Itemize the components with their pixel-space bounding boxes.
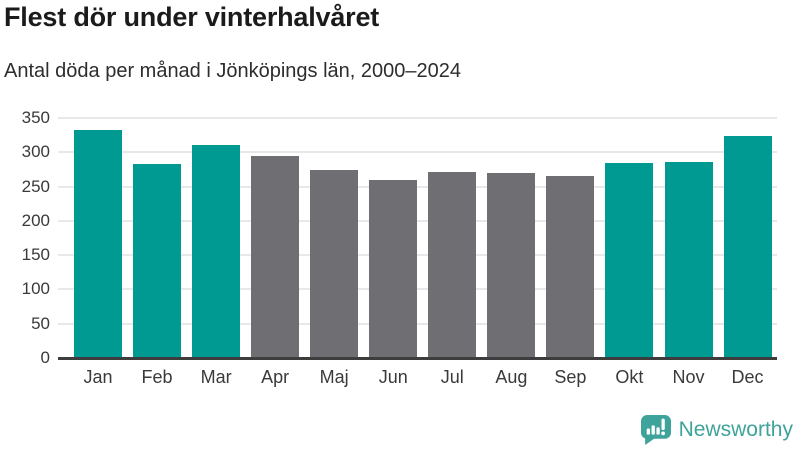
x-tick-label-aug: Aug	[495, 367, 528, 387]
newsworthy-logo[interactable]: Newsworthy	[640, 415, 793, 445]
x-tick-label-mar: Mar	[200, 367, 232, 387]
gridline-300	[58, 151, 777, 154]
bar-dec	[723, 135, 772, 357]
gridline-350	[58, 117, 777, 119]
chart-subtitle: Antal döda per månad i Jönköpings län, 2…	[4, 60, 462, 82]
y-tick-label-150: 150	[21, 245, 50, 265]
x-axis-line	[58, 357, 777, 360]
x-tick-label-maj: Maj	[319, 367, 349, 387]
gridline-100	[58, 288, 777, 291]
x-tick-label-jun: Jun	[378, 367, 408, 387]
y-tick-label-200: 200	[21, 210, 50, 230]
gridline-150	[58, 254, 777, 257]
y-tick-label-250: 250	[21, 176, 50, 196]
bar-mar	[192, 145, 241, 357]
x-tick-label-okt: Okt	[615, 367, 644, 387]
bar-sep	[546, 175, 595, 357]
bar-chart-speech-bubble-icon	[640, 415, 671, 445]
gridline-250	[58, 185, 777, 188]
bar-aug	[487, 173, 536, 357]
y-tick-label-300: 300	[21, 142, 50, 162]
x-tick-label-jul: Jul	[440, 367, 464, 387]
y-tick-label-50: 50	[31, 313, 50, 333]
bar-apr	[251, 156, 300, 357]
x-tick-label-apr: Apr	[261, 367, 290, 387]
y-tick-label-350: 350	[21, 108, 50, 127]
bar-jan	[74, 130, 122, 357]
x-tick-label-feb: Feb	[141, 367, 173, 387]
chart-title: Flest dör under vinterhalvåret	[4, 2, 380, 32]
bar-feb	[133, 164, 182, 357]
gridline-50	[58, 322, 777, 325]
bar-jul	[428, 171, 477, 357]
bar-nov	[664, 161, 713, 357]
newsworthy-logo-text: Newsworthy	[678, 418, 793, 441]
y-tick-label-0: 0	[40, 348, 50, 367]
gridline-200	[58, 219, 777, 222]
x-tick-label-jan: Jan	[83, 367, 113, 387]
x-tick-label-dec: Dec	[731, 367, 764, 387]
bar-jun	[369, 180, 418, 357]
x-tick-label-sep: Sep	[554, 367, 587, 387]
y-tick-label-100: 100	[21, 279, 50, 299]
bar-maj	[310, 169, 359, 357]
x-tick-label-nov: Nov	[672, 367, 705, 387]
bar-okt	[605, 162, 654, 357]
